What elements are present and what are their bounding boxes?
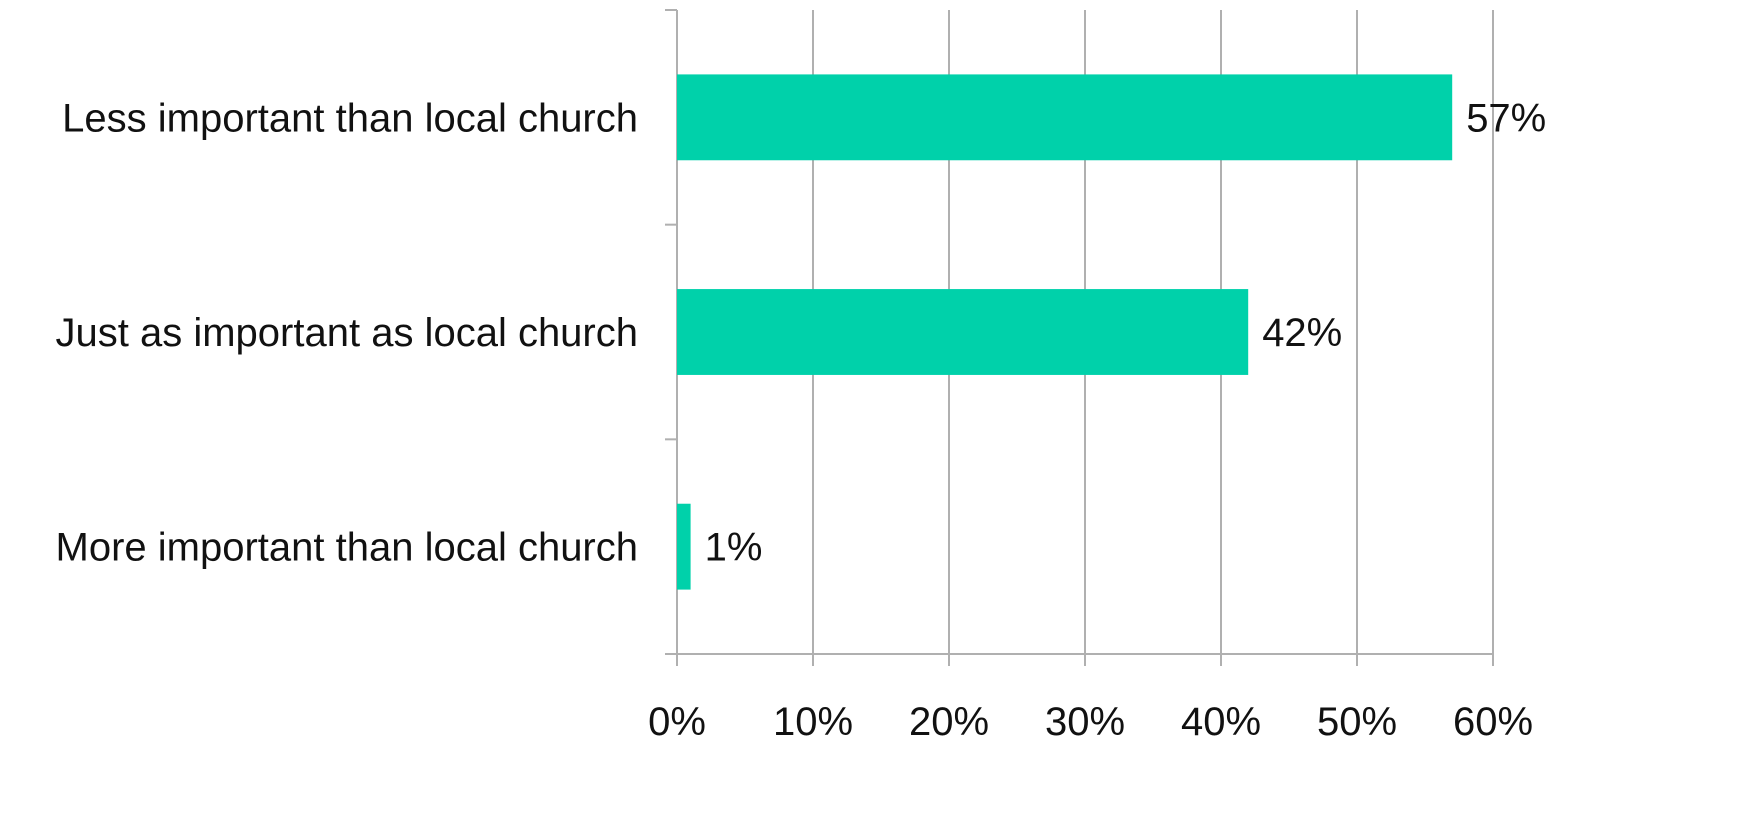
data-label: 57% bbox=[1466, 96, 1546, 140]
x-tick-label: 10% bbox=[773, 700, 853, 744]
data-label: 1% bbox=[705, 526, 763, 570]
bar bbox=[677, 503, 691, 590]
category-label: More important than local church bbox=[56, 526, 639, 570]
data-label: 42% bbox=[1262, 311, 1342, 355]
x-tick-label: 40% bbox=[1181, 700, 1261, 744]
labels: 0% 10% 20% 30% 40% 50% 60% Less important than … bbox=[56, 96, 1547, 744]
x-tick-label: 0% bbox=[648, 700, 706, 744]
x-tick-label: 50% bbox=[1317, 700, 1397, 744]
category-label: Just as important as local church bbox=[56, 311, 638, 355]
x-tick-label: 20% bbox=[909, 700, 989, 744]
category-label: Less important than local church bbox=[62, 96, 638, 140]
bar bbox=[677, 289, 1249, 375]
bars bbox=[677, 74, 1453, 590]
x-tick-label: 30% bbox=[1045, 700, 1125, 744]
x-tick-label: 60% bbox=[1453, 700, 1533, 744]
bar bbox=[677, 74, 1453, 161]
